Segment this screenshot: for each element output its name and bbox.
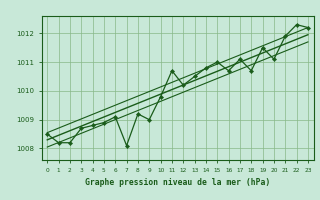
X-axis label: Graphe pression niveau de la mer (hPa): Graphe pression niveau de la mer (hPa)	[85, 178, 270, 187]
